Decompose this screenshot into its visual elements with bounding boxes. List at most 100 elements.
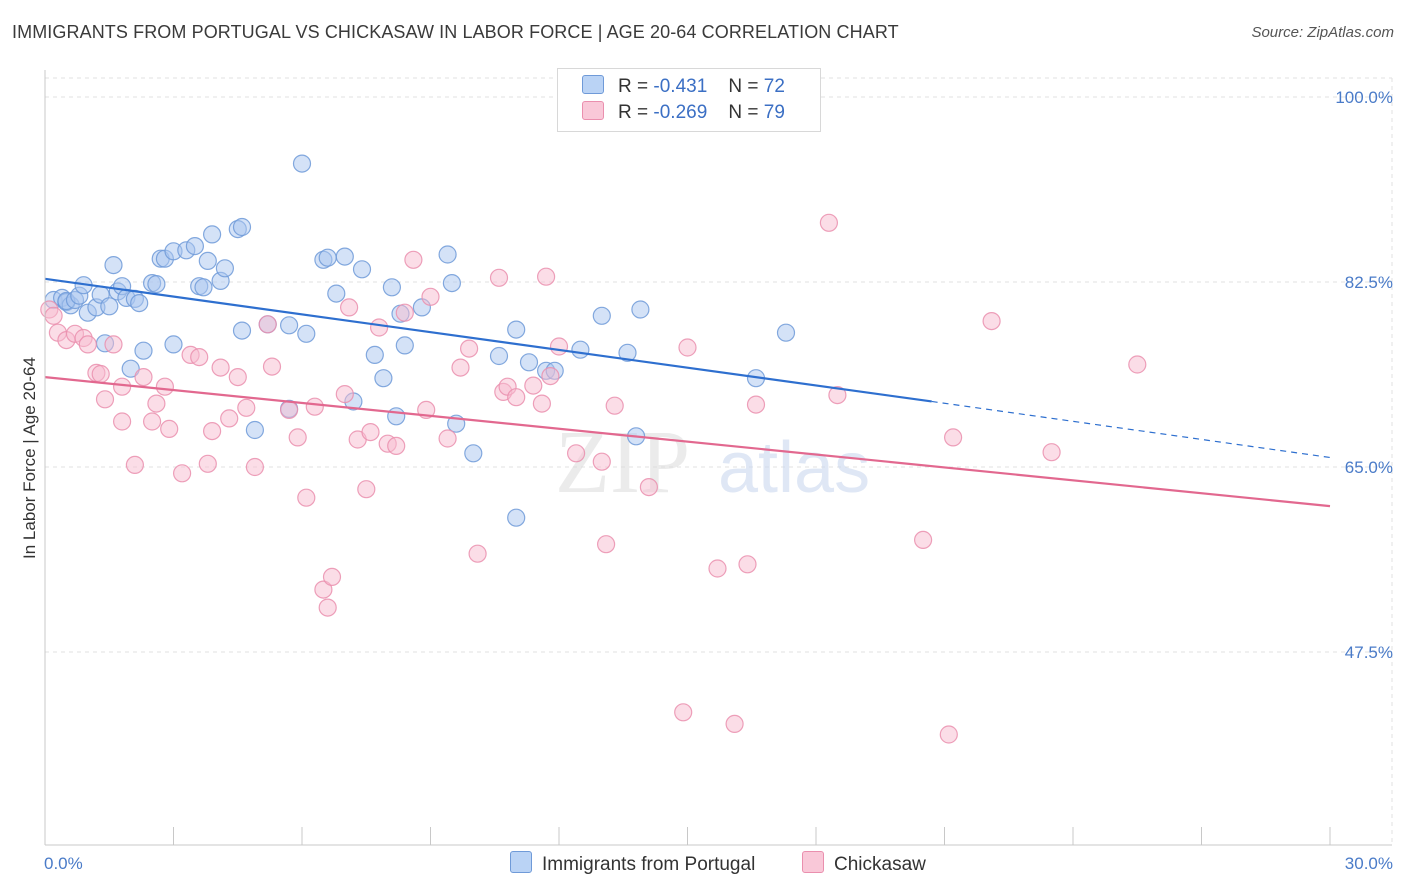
- point-blue-69: [618, 343, 637, 362]
- point-blue-71: [631, 300, 650, 319]
- point-pink-52: [460, 339, 479, 358]
- x-tick-label-0: 0.0%: [44, 854, 83, 873]
- point-pink-30: [262, 357, 282, 376]
- point-pink-11: [112, 377, 132, 396]
- point-blue-45: [318, 248, 337, 267]
- point-pink-50: [438, 429, 457, 448]
- point-pink-25: [220, 409, 239, 428]
- point-pink-45: [387, 436, 406, 455]
- point-pink-18: [160, 419, 179, 438]
- point-pink-73: [746, 395, 766, 414]
- point-blue-61: [489, 346, 509, 366]
- point-pink-63: [566, 444, 586, 463]
- point-pink-76: [913, 530, 933, 550]
- point-pink-27: [237, 398, 256, 417]
- bottom-legend-blue-label: Immigrants from Portugal: [542, 854, 756, 875]
- point-pink-6: [78, 335, 97, 354]
- point-blue-50: [365, 345, 384, 364]
- point-pink-71: [725, 714, 744, 734]
- point-pink-61: [541, 367, 560, 386]
- point-blue-68: [592, 306, 611, 325]
- point-blue-38: [245, 420, 264, 440]
- point-blue-13: [104, 256, 123, 275]
- bottom-legend-swatch-blue: [510, 851, 532, 873]
- y-tick-label-2: 65.0%: [1345, 458, 1393, 477]
- point-blue-53: [387, 407, 406, 426]
- point-blue-40: [280, 316, 299, 335]
- point-blue-43: [297, 324, 316, 343]
- legend-blue-n-label: N =: [728, 76, 759, 97]
- point-pink-37: [322, 567, 342, 587]
- point-blue-73: [776, 323, 796, 342]
- point-blue-64: [519, 353, 539, 372]
- point-pink-12: [112, 412, 132, 431]
- trend-line-blue-extension: [931, 400, 1331, 459]
- point-pink-1: [44, 306, 63, 325]
- point-pink-21: [190, 348, 209, 367]
- point-blue-20: [121, 359, 140, 378]
- point-blue-52: [382, 278, 401, 297]
- x-tick-label-1: 30.0%: [1345, 854, 1393, 873]
- point-blue-55: [395, 336, 414, 355]
- point-pink-23: [203, 422, 222, 441]
- legend-row-blue: R = -0.431 N = 72: [582, 75, 785, 101]
- point-pink-69: [678, 338, 697, 357]
- point-pink-67: [639, 478, 659, 497]
- legend-swatch-blue: [582, 75, 604, 94]
- point-pink-38: [335, 385, 354, 404]
- chart-title: IMMIGRANTS FROM PORTUGAL VS CHICKASAW IN…: [12, 22, 899, 42]
- legend-row-pink: R = -0.269 N = 79: [582, 101, 785, 127]
- point-blue-57: [438, 245, 457, 264]
- point-blue-47: [335, 247, 354, 266]
- point-pink-64: [592, 452, 611, 471]
- point-pink-32: [288, 428, 307, 447]
- point-pink-22: [198, 454, 217, 473]
- legend-blue-n-value: 72: [763, 76, 785, 97]
- point-pink-79: [982, 312, 1001, 331]
- legend-pink-n-label: N =: [728, 102, 759, 123]
- y-tick-label-3: 47.5%: [1345, 643, 1393, 662]
- point-pink-60: [536, 267, 556, 286]
- axes: [44, 70, 1392, 846]
- point-pink-31: [280, 400, 299, 419]
- point-pink-59: [532, 394, 552, 413]
- trend-lines: [44, 277, 1331, 508]
- point-pink-33: [297, 488, 316, 507]
- point-blue-42: [292, 154, 312, 173]
- legend-blue-r-label: R =: [618, 76, 649, 97]
- point-pink-75: [828, 386, 847, 405]
- point-pink-10: [104, 335, 123, 354]
- point-pink-74: [819, 213, 839, 232]
- correlation-legend: R = -0.431 N = 72 R = -0.269 N = 79: [557, 68, 821, 132]
- point-pink-58: [524, 376, 543, 395]
- point-blue-26: [164, 335, 183, 354]
- y-tick-label-1: 82.5%: [1345, 273, 1393, 292]
- point-pink-51: [451, 358, 470, 377]
- point-pink-16: [147, 394, 166, 413]
- point-blue-36: [232, 217, 252, 237]
- point-pink-70: [708, 559, 727, 578]
- point-blue-58: [442, 274, 461, 293]
- point-pink-66: [605, 396, 624, 415]
- watermark-zip: ZIP: [555, 413, 690, 512]
- bottom-legend-swatch-pink: [802, 851, 824, 873]
- point-pink-28: [245, 457, 264, 477]
- point-pink-41: [357, 480, 376, 499]
- point-blue-30: [194, 278, 213, 297]
- bottom-legend-pink-label: Chickasaw: [834, 854, 926, 875]
- point-pink-65: [596, 535, 616, 554]
- bottom-legend-blue: Immigrants from Portugal: [510, 851, 755, 877]
- legend-pink-r-value: -0.269: [653, 102, 708, 123]
- point-blue-49: [352, 260, 372, 279]
- point-blue-46: [327, 284, 346, 303]
- point-blue-67: [571, 340, 590, 359]
- point-pink-53: [468, 544, 487, 563]
- point-blue-60: [464, 444, 483, 463]
- bottom-legend-pink: Chickasaw: [802, 851, 926, 877]
- point-pink-9: [95, 390, 115, 409]
- point-pink-77: [939, 725, 958, 744]
- point-blue-62: [507, 320, 526, 339]
- source-label: Source: ZipAtlas.com: [1251, 24, 1394, 41]
- point-pink-57: [507, 388, 526, 407]
- point-blue-34: [215, 259, 234, 278]
